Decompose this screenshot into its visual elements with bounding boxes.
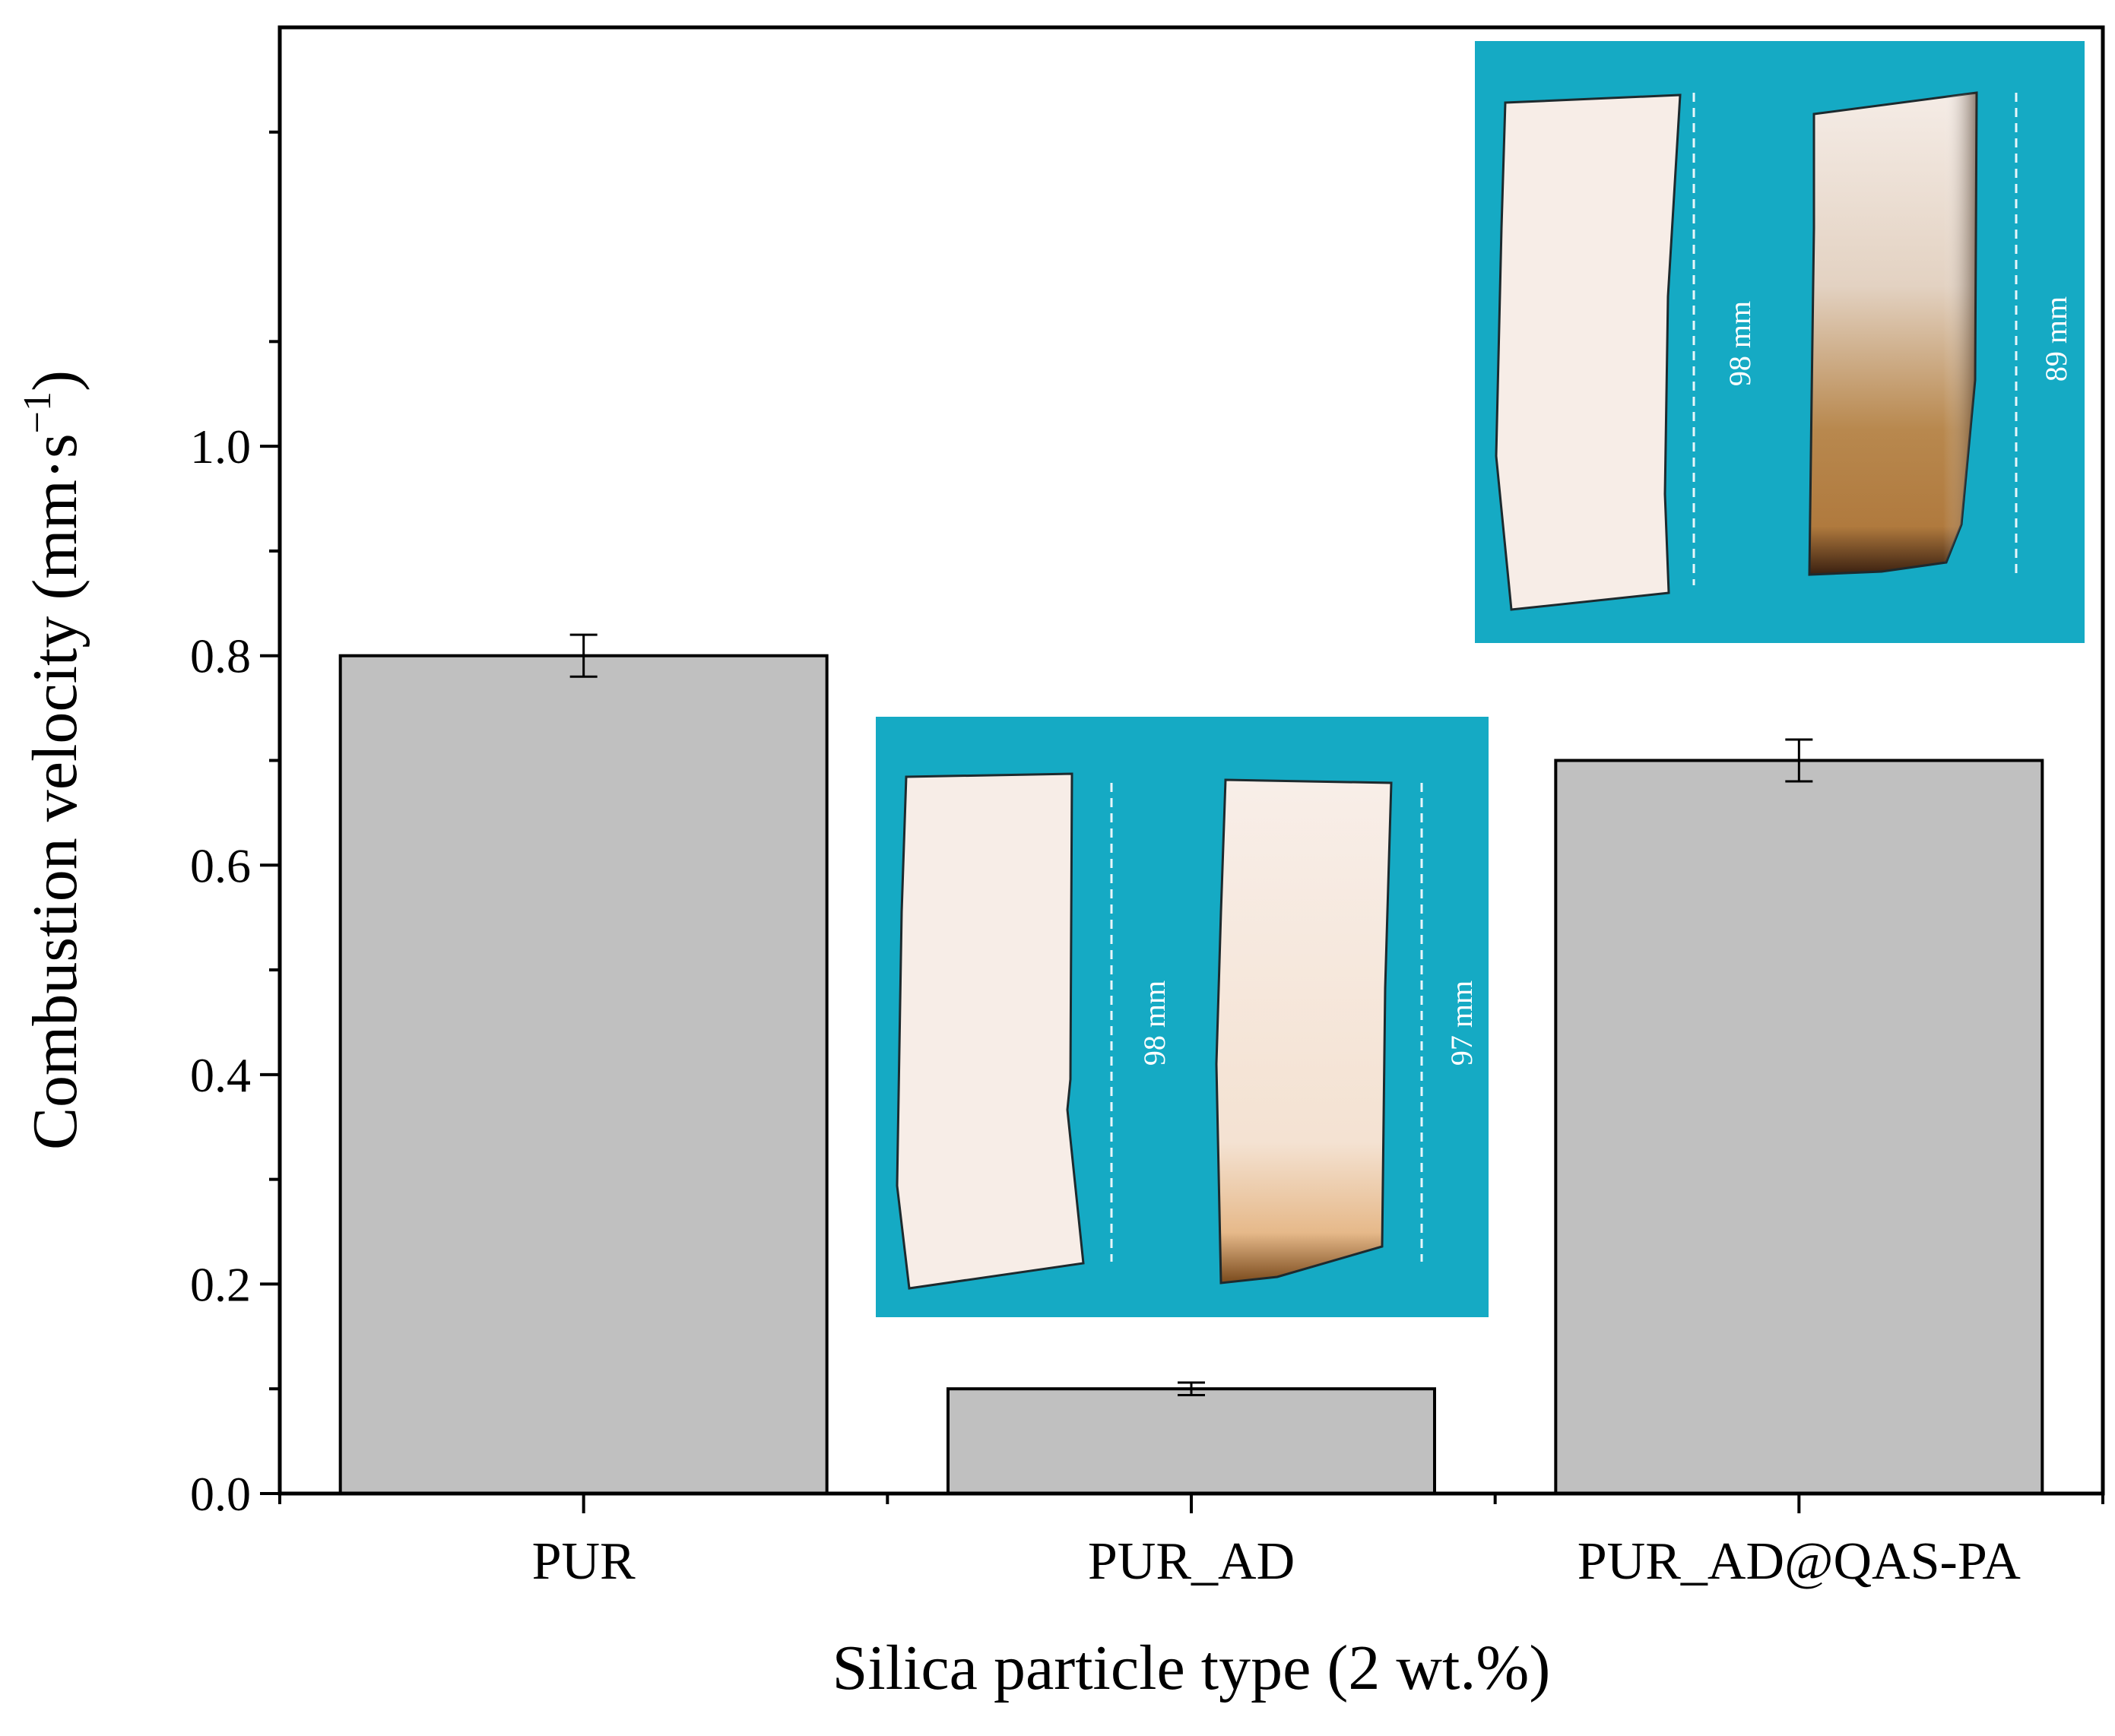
y-tick-label: 0.2	[190, 1257, 251, 1311]
inset-photo-pur-ad: 98 mm 97 mm	[876, 717, 1489, 1317]
y-tick-label: 1.0	[190, 420, 251, 474]
y-tick-label: 0.8	[190, 629, 251, 683]
y-axis-ticks	[260, 130, 280, 1495]
y-axis-title-main: Combustion velocity (mm·s	[20, 433, 90, 1150]
bar-pur-ad	[947, 1387, 1436, 1495]
error-bar	[569, 633, 598, 678]
bars	[338, 654, 2044, 1496]
y-tick-label: 0.4	[190, 1048, 251, 1102]
y-axis-title: Combustion velocity (mm·s−1)	[16, 370, 90, 1150]
error-bar	[1785, 738, 1813, 783]
x-category-label: PUR_AD	[1088, 1532, 1295, 1591]
x-category-label: PUR	[532, 1532, 636, 1591]
sample-burnt-right	[1215, 778, 1393, 1285]
x-axis-title: Silica particle type (2 wt.%)	[832, 1633, 1551, 1703]
sample-unburnt-left	[896, 772, 1085, 1290]
bar-pur	[338, 654, 829, 1496]
y-axis-title-superscript: −1	[16, 391, 59, 433]
error-bar	[1178, 1381, 1205, 1396]
char-shadow	[1809, 93, 1977, 575]
x-axis-category-labels: PUR PUR_AD PUR_AD@QAS-PA	[532, 1532, 2021, 1591]
length-label-left: 98 mm	[1723, 301, 1757, 386]
sample-unburnt-left	[1495, 93, 1682, 611]
x-axis-ticks	[278, 1494, 2104, 1513]
y-tick-label: 0.0	[190, 1467, 251, 1521]
error-bars	[569, 633, 1813, 1396]
inset-photo-pur-ad-qas-pa: 98 mm 89 mm	[1475, 41, 2085, 643]
x-category-label: PUR_AD@QAS-PA	[1578, 1532, 2021, 1591]
length-label-right: 97 mm	[1444, 980, 1479, 1066]
length-label-left: 98 mm	[1137, 980, 1172, 1066]
length-label-right: 89 mm	[2039, 296, 2073, 382]
y-axis-title-close: )	[20, 370, 90, 391]
y-tick-label: 0.6	[190, 838, 251, 892]
plot-frame	[277, 25, 2105, 1496]
y-axis-tick-labels: 0.0 0.2 0.4 0.6 0.8 1.0	[190, 420, 251, 1521]
bar-pur-ad-qas-pa	[1554, 759, 2044, 1495]
